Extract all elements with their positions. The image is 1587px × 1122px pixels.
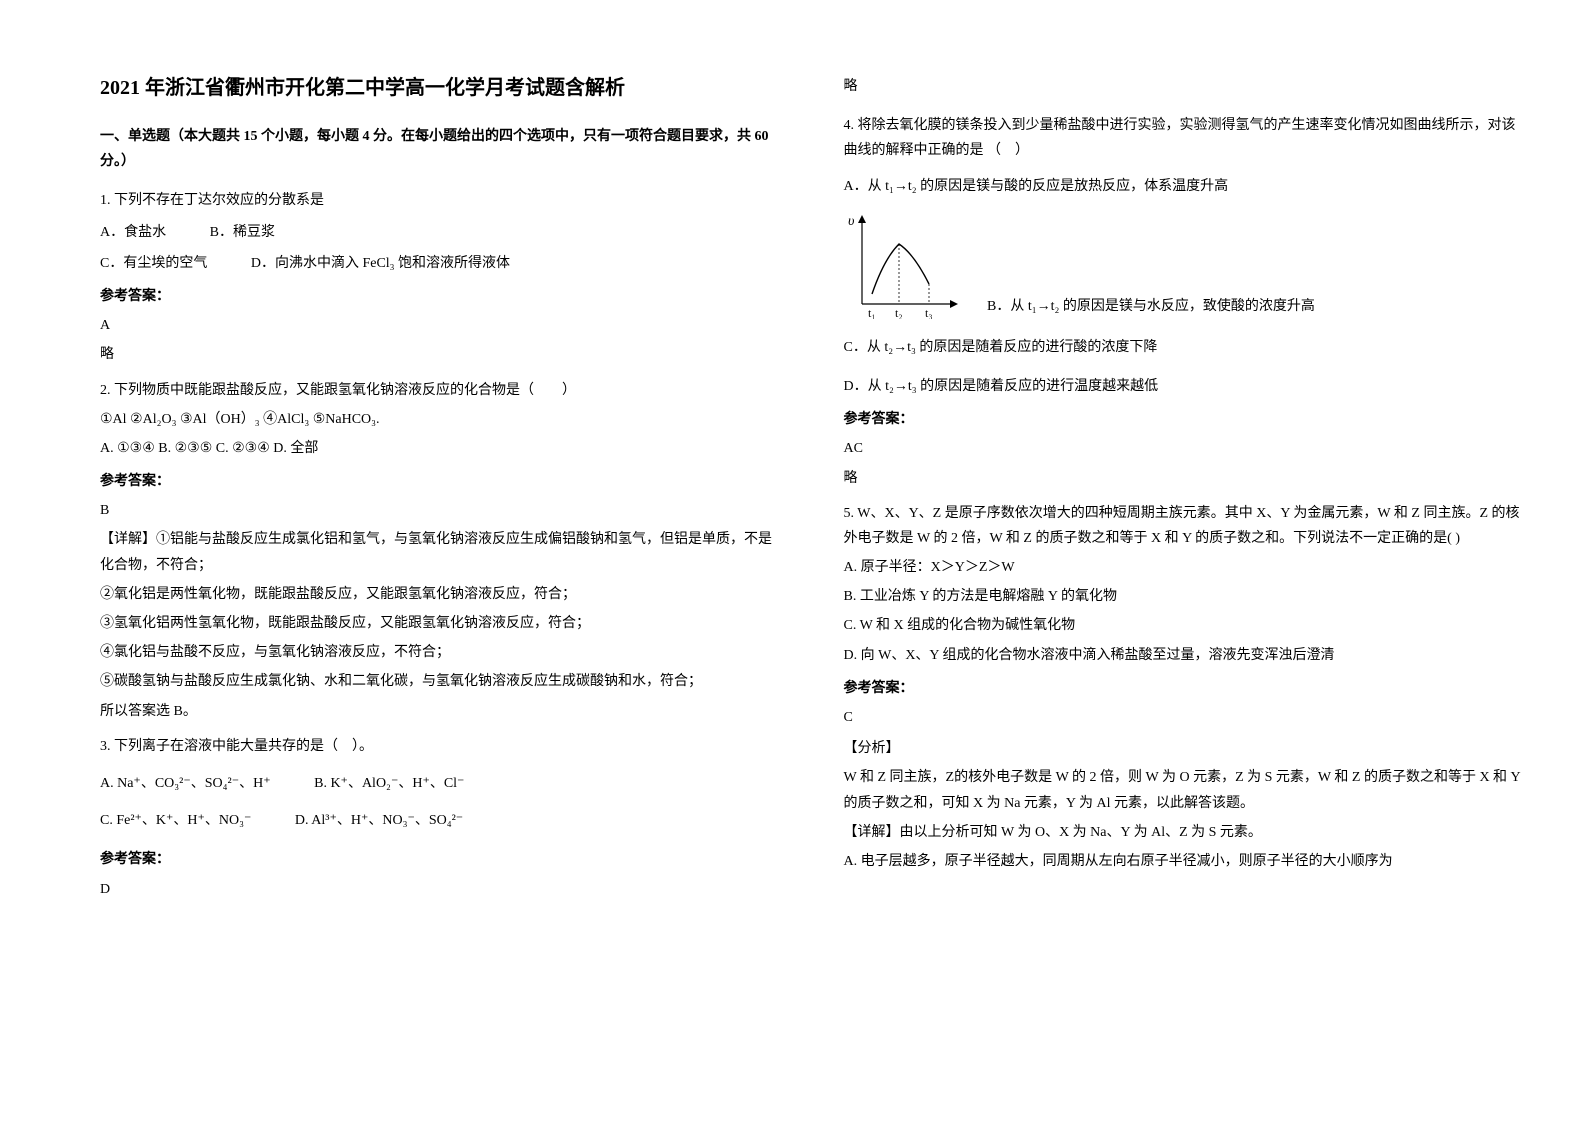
- q3-optD: D. Al³⁺、H⁺、NO₃⁻、SO₄²⁻: [295, 808, 463, 833]
- q1-answer-label: 参考答案：: [100, 284, 784, 309]
- q1-note: 略: [100, 342, 784, 367]
- x-label-t1: t₁: [868, 306, 876, 319]
- question-2: 2. 下列物质中既能跟盐酸反应，又能跟氢氧化钠溶液反应的化合物是（ ） ①Al …: [100, 378, 784, 724]
- q2-stem: 2. 下列物质中既能跟盐酸反应，又能跟氢氧化钠溶液反应的化合物是（ ）: [100, 378, 784, 403]
- right-column: 略 4. 将除去氧化膜的镁条投入到少量稀盐酸中进行实验，实验测得氢气的产生速率变…: [814, 70, 1528, 1092]
- q1-options-row2: C．有尘埃的空气 D．向沸水中滴入 FeCl₃ 饱和溶液所得液体: [100, 251, 784, 276]
- q5-optC: C. W 和 X 组成的化合物为碱性氧化物: [844, 613, 1528, 638]
- q2-detail5: ⑤碳酸氢钠与盐酸反应生成氯化钠、水和二氧化碳，与氢氧化钠溶液反应生成碳酸钠和水，…: [100, 669, 784, 694]
- q4-optC: C．从 t₂→t₃ 的原因是随着反应的进行酸的浓度下降: [844, 335, 1528, 360]
- q3-answer: D: [100, 877, 784, 902]
- q5-answer-label: 参考答案：: [844, 676, 1528, 701]
- q1-optB: B．稀豆浆: [210, 220, 275, 245]
- q5-optD: D. 向 W、X、Y 组成的化合物水溶液中滴入稀盐酸至过量，溶液先变浑浊后澄清: [844, 643, 1528, 668]
- q1-optC: C．有尘埃的空气: [100, 251, 207, 276]
- q5-analysis-label: 【分析】: [844, 736, 1528, 761]
- q1-stem: 1. 下列不存在丁达尔效应的分散系是: [100, 188, 784, 213]
- q2-items: ①Al ②Al₂O₃ ③Al（OH）₃ ④AlCl₃ ⑤NaHCO₃.: [100, 407, 784, 432]
- q2-answer: B: [100, 498, 784, 523]
- question-1: 1. 下列不存在丁达尔效应的分散系是 A．食盐水 B．稀豆浆 C．有尘埃的空气 …: [100, 188, 784, 367]
- q4-answer-label: 参考答案：: [844, 407, 1528, 432]
- q3-optB: B. K⁺、AlO₂⁻、H⁺、Cl⁻: [314, 771, 464, 796]
- q4-note: 略: [844, 466, 1528, 491]
- y-axis-label: υ: [848, 214, 854, 229]
- section-header: 一、单选题（本大题共 15 个小题，每小题 4 分。在每小题给出的四个选项中，只…: [100, 124, 784, 174]
- rate-curve-chart: υ t₁ t₂ t₃: [844, 209, 964, 319]
- right-top-note: 略: [844, 74, 1528, 99]
- q5-analysis1: W 和 Z 同主族，Z的核外电子数是 W 的 2 倍，则 W 为 O 元素，Z …: [844, 765, 1528, 815]
- question-4: 4. 将除去氧化膜的镁条投入到少量稀盐酸中进行实验，实验测得氢气的产生速率变化情…: [844, 113, 1528, 491]
- q1-options-row1: A．食盐水 B．稀豆浆: [100, 220, 784, 245]
- q4-answer: AC: [844, 436, 1528, 461]
- q1-answer: A: [100, 313, 784, 338]
- q3-optC: C. Fe²⁺、K⁺、H⁺、NO₃⁻: [100, 808, 251, 833]
- q3-optA: A. Na⁺、CO₃²⁻、SO₄²⁻、H⁺: [100, 771, 271, 796]
- q2-detail3: ③氢氧化铝两性氢氧化物，既能跟盐酸反应，又能跟氢氧化钠溶液反应，符合；: [100, 611, 784, 636]
- q5-analysis2: 【详解】由以上分析可知 W 为 O、X 为 Na、Y 为 Al、Z 为 S 元素…: [844, 820, 1528, 845]
- q4-optA: A．从 t₁→t₂ 的原因是镁与酸的反应是放热反应，体系温度升高: [844, 174, 1528, 199]
- q5-answer: C: [844, 705, 1528, 730]
- q2-answer-label: 参考答案：: [100, 469, 784, 494]
- q5-analysis3: A. 电子层越多，原子半径越大，同周期从左向右原子半径减小，则原子半径的大小顺序…: [844, 849, 1528, 874]
- q4-optD: D．从 t₂→t₃ 的原因是随着反应的进行温度越来越低: [844, 374, 1528, 399]
- q3-options-row2: C. Fe²⁺、K⁺、H⁺、NO₃⁻ D. Al³⁺、H⁺、NO₃⁻、SO₄²⁻: [100, 808, 784, 833]
- q5-optB: B. 工业冶炼 Y 的方法是电解熔融 Y 的氧化物: [844, 584, 1528, 609]
- x-label-t2: t₂: [895, 306, 903, 319]
- q3-stem: 3. 下列离子在溶液中能大量共存的是（ ）。: [100, 734, 784, 759]
- question-3: 3. 下列离子在溶液中能大量共存的是（ ）。 A. Na⁺、CO₃²⁻、SO₄²…: [100, 734, 784, 902]
- left-column: 2021 年浙江省衢州市开化第二中学高一化学月考试题含解析 一、单选题（本大题共…: [100, 70, 814, 1092]
- page: 2021 年浙江省衢州市开化第二中学高一化学月考试题含解析 一、单选题（本大题共…: [0, 0, 1587, 1122]
- q1-optA: A．食盐水: [100, 220, 166, 245]
- q4-graph: υ t₁ t₂ t₃: [844, 209, 964, 319]
- q2-detail1: 【详解】①铝能与盐酸反应生成氯化铝和氢气，与氢氧化钠溶液反应生成偏铝酸钠和氢气，…: [100, 527, 784, 577]
- question-5: 5. W、X、Y、Z 是原子序数依次增大的四种短周期主族元素。其中 X、Y 为金…: [844, 501, 1528, 874]
- q4-optB: B．从 t₁→t₂ 的原因是镁与水反应，致使酸的浓度升高: [987, 294, 1315, 319]
- q4-stem: 4. 将除去氧化膜的镁条投入到少量稀盐酸中进行实验，实验测得氢气的产生速率变化情…: [844, 113, 1528, 163]
- q5-stem: 5. W、X、Y、Z 是原子序数依次增大的四种短周期主族元素。其中 X、Y 为金…: [844, 501, 1528, 551]
- q3-options-row1: A. Na⁺、CO₃²⁻、SO₄²⁻、H⁺ B. K⁺、AlO₂⁻、H⁺、Cl⁻: [100, 771, 784, 796]
- q2-opts: A. ①③④ B. ②③⑤ C. ②③④ D. 全部: [100, 436, 784, 461]
- q2-detail4: ④氯化铝与盐酸不反应，与氢氧化钠溶液反应，不符合；: [100, 640, 784, 665]
- q3-answer-label: 参考答案：: [100, 847, 784, 872]
- q2-detail2: ②氧化铝是两性氧化物，既能跟盐酸反应，又能跟氢氧化钠溶液反应，符合；: [100, 582, 784, 607]
- x-label-t3: t₃: [925, 306, 933, 319]
- q1-optD: D．向沸水中滴入 FeCl₃ 饱和溶液所得液体: [251, 251, 510, 276]
- q5-optA: A. 原子半径：X＞Y＞Z＞W: [844, 555, 1528, 580]
- exam-title: 2021 年浙江省衢州市开化第二中学高一化学月考试题含解析: [100, 70, 784, 106]
- q2-detail6: 所以答案选 B。: [100, 699, 784, 724]
